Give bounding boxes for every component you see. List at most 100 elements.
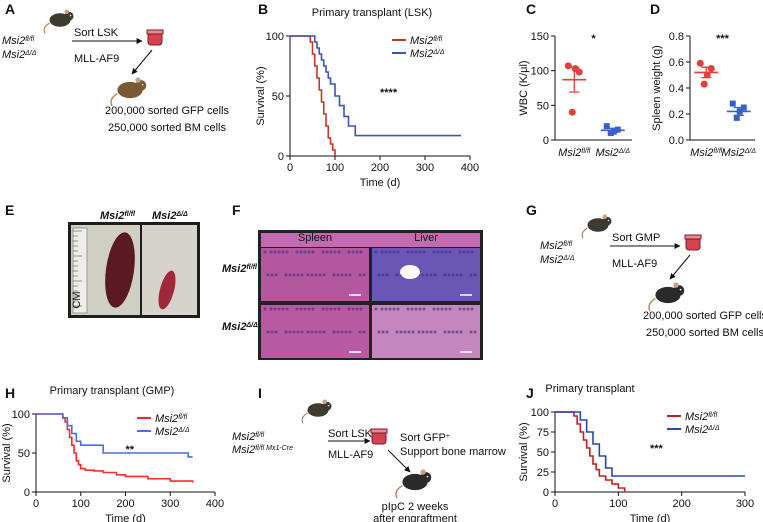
label: Sort GFP+ bbox=[400, 432, 450, 444]
genotype: Msi2fl/fl bbox=[100, 210, 136, 222]
gene: Msi2 bbox=[721, 147, 744, 159]
cell bbox=[466, 250, 470, 254]
survival-curve bbox=[36, 413, 193, 458]
allele: fl/fl bbox=[255, 432, 264, 439]
genotype: Msi2Δ/Δ bbox=[222, 321, 258, 333]
label: 200,000 sorted GFP cells bbox=[105, 105, 229, 117]
allele: Δ/Δ bbox=[618, 148, 631, 155]
y-tick-label: 100 bbox=[12, 409, 30, 421]
cell bbox=[355, 250, 359, 254]
mouse-head bbox=[673, 285, 685, 296]
mouse-tail bbox=[110, 93, 118, 107]
cell bbox=[336, 330, 340, 334]
cell bbox=[429, 330, 433, 334]
sup: + bbox=[446, 433, 450, 440]
allele: fl/fl bbox=[713, 148, 722, 155]
cell bbox=[344, 273, 348, 277]
allele: Δ/Δ bbox=[177, 427, 190, 434]
mouse-tail bbox=[43, 22, 50, 34]
arrow bbox=[387, 449, 411, 473]
cell bbox=[348, 273, 352, 277]
label: I bbox=[258, 385, 262, 401]
cell bbox=[374, 250, 378, 254]
cell bbox=[469, 273, 473, 277]
gene: Msi2 bbox=[222, 263, 246, 275]
cell bbox=[425, 273, 429, 277]
cell bbox=[295, 307, 299, 311]
cell bbox=[359, 250, 363, 254]
x-tick-label: 100 bbox=[326, 162, 344, 174]
mouse-tail bbox=[648, 298, 656, 312]
cell bbox=[303, 307, 307, 311]
cell bbox=[395, 330, 399, 334]
genotype: Msi2fl/fl bbox=[232, 431, 265, 443]
y-tick-label: 0 bbox=[543, 135, 549, 147]
x-axis-label: Time (d) bbox=[105, 513, 146, 522]
cell bbox=[288, 273, 292, 277]
cell bbox=[288, 330, 292, 334]
y-tick-label: 50 bbox=[537, 447, 549, 459]
cell bbox=[444, 250, 448, 254]
cell bbox=[466, 307, 470, 311]
cell bbox=[385, 330, 389, 334]
label: C bbox=[526, 1, 536, 17]
error-bar bbox=[569, 66, 580, 93]
mouse-tail bbox=[301, 412, 308, 424]
label: 200,000 sorted GFP cells bbox=[643, 310, 763, 322]
label: D bbox=[650, 1, 660, 17]
genotype: Msi2Δ/Δ bbox=[410, 48, 445, 60]
cell bbox=[296, 330, 300, 334]
cell bbox=[333, 250, 337, 254]
error-bar bbox=[733, 106, 744, 116]
cell bbox=[377, 273, 381, 277]
mouse-ear bbox=[673, 282, 679, 288]
cell bbox=[473, 273, 477, 277]
spleen bbox=[105, 232, 135, 308]
cell bbox=[377, 330, 381, 334]
cell bbox=[325, 307, 329, 311]
y-axis-label: Survival (%) bbox=[1, 423, 13, 482]
cell bbox=[292, 330, 296, 334]
cell bbox=[270, 273, 274, 277]
x-tick-label: 0 bbox=[552, 498, 558, 510]
annotation: **** bbox=[380, 87, 398, 99]
data-point bbox=[733, 114, 740, 121]
cell bbox=[447, 273, 451, 277]
label: after engraftment bbox=[373, 513, 457, 522]
allele: fl/fl bbox=[178, 414, 187, 421]
cell bbox=[358, 273, 362, 277]
y-tick-label: 50 bbox=[18, 448, 30, 460]
x-axis-label: Time (d) bbox=[360, 177, 401, 189]
mouse-eye bbox=[141, 83, 144, 86]
cell bbox=[296, 273, 300, 277]
y-tick-label: 0 bbox=[278, 151, 284, 163]
cell bbox=[300, 273, 304, 277]
cell bbox=[348, 330, 352, 334]
label: MLL-AF9 bbox=[328, 449, 373, 461]
cell bbox=[355, 307, 359, 311]
y-tick-label: 0.8 bbox=[669, 31, 684, 43]
gene: Msi2 bbox=[690, 147, 713, 159]
x-axis-label: Time (d) bbox=[630, 513, 671, 522]
cell bbox=[380, 250, 384, 254]
gene: Msi2 bbox=[410, 35, 433, 47]
mouse-head bbox=[135, 80, 147, 91]
cell bbox=[462, 250, 466, 254]
cell bbox=[263, 307, 267, 311]
mouse-eye bbox=[679, 288, 682, 291]
cell bbox=[395, 273, 399, 277]
data-point bbox=[603, 123, 610, 130]
cell bbox=[299, 250, 303, 254]
gene: Msi2 bbox=[232, 444, 255, 456]
y-tick-label: 100 bbox=[266, 31, 284, 43]
gene: Msi2 bbox=[685, 411, 708, 423]
cell bbox=[458, 250, 462, 254]
cell bbox=[421, 273, 425, 277]
x-tick-label: 200 bbox=[672, 498, 690, 510]
mouse-ear bbox=[602, 214, 607, 219]
mouse-tail bbox=[395, 485, 403, 499]
cell bbox=[392, 250, 396, 254]
y-tick-label: 0.4 bbox=[669, 83, 684, 95]
allele: fl/fl bbox=[581, 148, 590, 155]
genotype: Msi2fl/fl bbox=[222, 263, 258, 275]
